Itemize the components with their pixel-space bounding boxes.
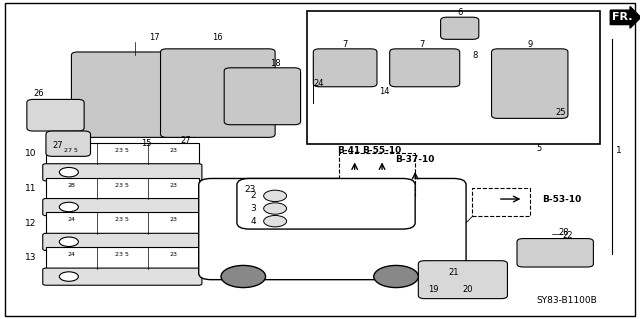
Text: 23 5: 23 5 bbox=[115, 182, 129, 188]
Text: 27 5: 27 5 bbox=[65, 148, 78, 153]
Text: 28: 28 bbox=[558, 228, 569, 237]
Text: 27: 27 bbox=[180, 136, 191, 145]
FancyBboxPatch shape bbox=[46, 247, 199, 269]
FancyBboxPatch shape bbox=[472, 188, 530, 216]
Text: 24: 24 bbox=[314, 79, 324, 88]
FancyBboxPatch shape bbox=[43, 198, 202, 216]
Text: 5: 5 bbox=[536, 144, 541, 153]
Text: 15: 15 bbox=[141, 139, 152, 148]
Circle shape bbox=[60, 272, 78, 281]
Text: 23: 23 bbox=[169, 252, 177, 257]
Text: 23 5: 23 5 bbox=[115, 252, 129, 257]
FancyBboxPatch shape bbox=[492, 49, 568, 118]
Text: 4: 4 bbox=[250, 217, 256, 226]
FancyBboxPatch shape bbox=[46, 143, 199, 164]
Text: 1: 1 bbox=[616, 145, 621, 154]
Circle shape bbox=[264, 190, 287, 202]
FancyBboxPatch shape bbox=[46, 178, 199, 199]
Text: 14: 14 bbox=[379, 87, 390, 96]
FancyBboxPatch shape bbox=[314, 49, 377, 87]
FancyBboxPatch shape bbox=[46, 212, 199, 234]
FancyBboxPatch shape bbox=[224, 68, 301, 125]
Text: 7: 7 bbox=[419, 40, 424, 49]
Text: B-41: B-41 bbox=[337, 146, 360, 155]
Text: 12: 12 bbox=[25, 219, 36, 227]
Text: 3: 3 bbox=[250, 204, 256, 213]
Text: 9: 9 bbox=[527, 40, 532, 49]
Text: 24: 24 bbox=[67, 252, 76, 257]
Text: 11: 11 bbox=[25, 184, 36, 193]
FancyBboxPatch shape bbox=[43, 164, 202, 181]
Text: B-37-10: B-37-10 bbox=[396, 155, 435, 164]
FancyBboxPatch shape bbox=[419, 261, 508, 299]
FancyBboxPatch shape bbox=[43, 233, 202, 250]
Text: 6: 6 bbox=[457, 8, 463, 17]
FancyBboxPatch shape bbox=[307, 11, 600, 144]
Circle shape bbox=[221, 265, 266, 287]
Circle shape bbox=[60, 237, 78, 247]
Text: 26: 26 bbox=[33, 89, 44, 98]
Text: 13: 13 bbox=[25, 253, 36, 262]
Text: B-53-10: B-53-10 bbox=[543, 195, 582, 204]
Text: 23: 23 bbox=[169, 182, 177, 188]
Text: 8: 8 bbox=[472, 51, 478, 60]
Circle shape bbox=[264, 203, 287, 214]
Circle shape bbox=[374, 265, 419, 287]
Text: 23: 23 bbox=[169, 217, 177, 222]
Text: 19: 19 bbox=[428, 285, 438, 294]
Circle shape bbox=[264, 215, 287, 227]
Text: 16: 16 bbox=[212, 33, 223, 42]
FancyBboxPatch shape bbox=[237, 178, 415, 229]
Circle shape bbox=[60, 167, 78, 177]
FancyBboxPatch shape bbox=[27, 100, 84, 131]
FancyBboxPatch shape bbox=[339, 153, 415, 197]
FancyBboxPatch shape bbox=[517, 239, 593, 267]
Text: 24: 24 bbox=[67, 217, 76, 222]
Text: 23 5: 23 5 bbox=[115, 148, 129, 153]
Text: 27: 27 bbox=[52, 141, 63, 150]
Text: 20: 20 bbox=[462, 285, 472, 294]
Text: 10: 10 bbox=[25, 149, 36, 158]
Text: 23: 23 bbox=[244, 185, 256, 194]
Text: B-55-10: B-55-10 bbox=[362, 146, 402, 155]
Text: 7: 7 bbox=[342, 40, 348, 49]
FancyBboxPatch shape bbox=[161, 49, 275, 137]
Text: SY83-B1100B: SY83-B1100B bbox=[536, 296, 597, 305]
Text: 2: 2 bbox=[250, 191, 256, 200]
Text: 28: 28 bbox=[67, 182, 76, 188]
Circle shape bbox=[60, 202, 78, 212]
Text: 25: 25 bbox=[555, 108, 566, 116]
Text: 21: 21 bbox=[448, 268, 459, 277]
FancyBboxPatch shape bbox=[390, 49, 460, 87]
FancyBboxPatch shape bbox=[46, 131, 90, 156]
Text: FR.: FR. bbox=[612, 12, 633, 22]
Text: 23: 23 bbox=[169, 148, 177, 153]
Text: 18: 18 bbox=[270, 59, 280, 68]
Text: 22: 22 bbox=[563, 231, 573, 240]
FancyBboxPatch shape bbox=[199, 178, 466, 280]
FancyBboxPatch shape bbox=[4, 3, 635, 316]
FancyBboxPatch shape bbox=[440, 17, 479, 39]
FancyBboxPatch shape bbox=[72, 52, 199, 137]
FancyBboxPatch shape bbox=[43, 268, 202, 285]
Text: 17: 17 bbox=[149, 33, 159, 42]
Text: 23 5: 23 5 bbox=[115, 217, 129, 222]
